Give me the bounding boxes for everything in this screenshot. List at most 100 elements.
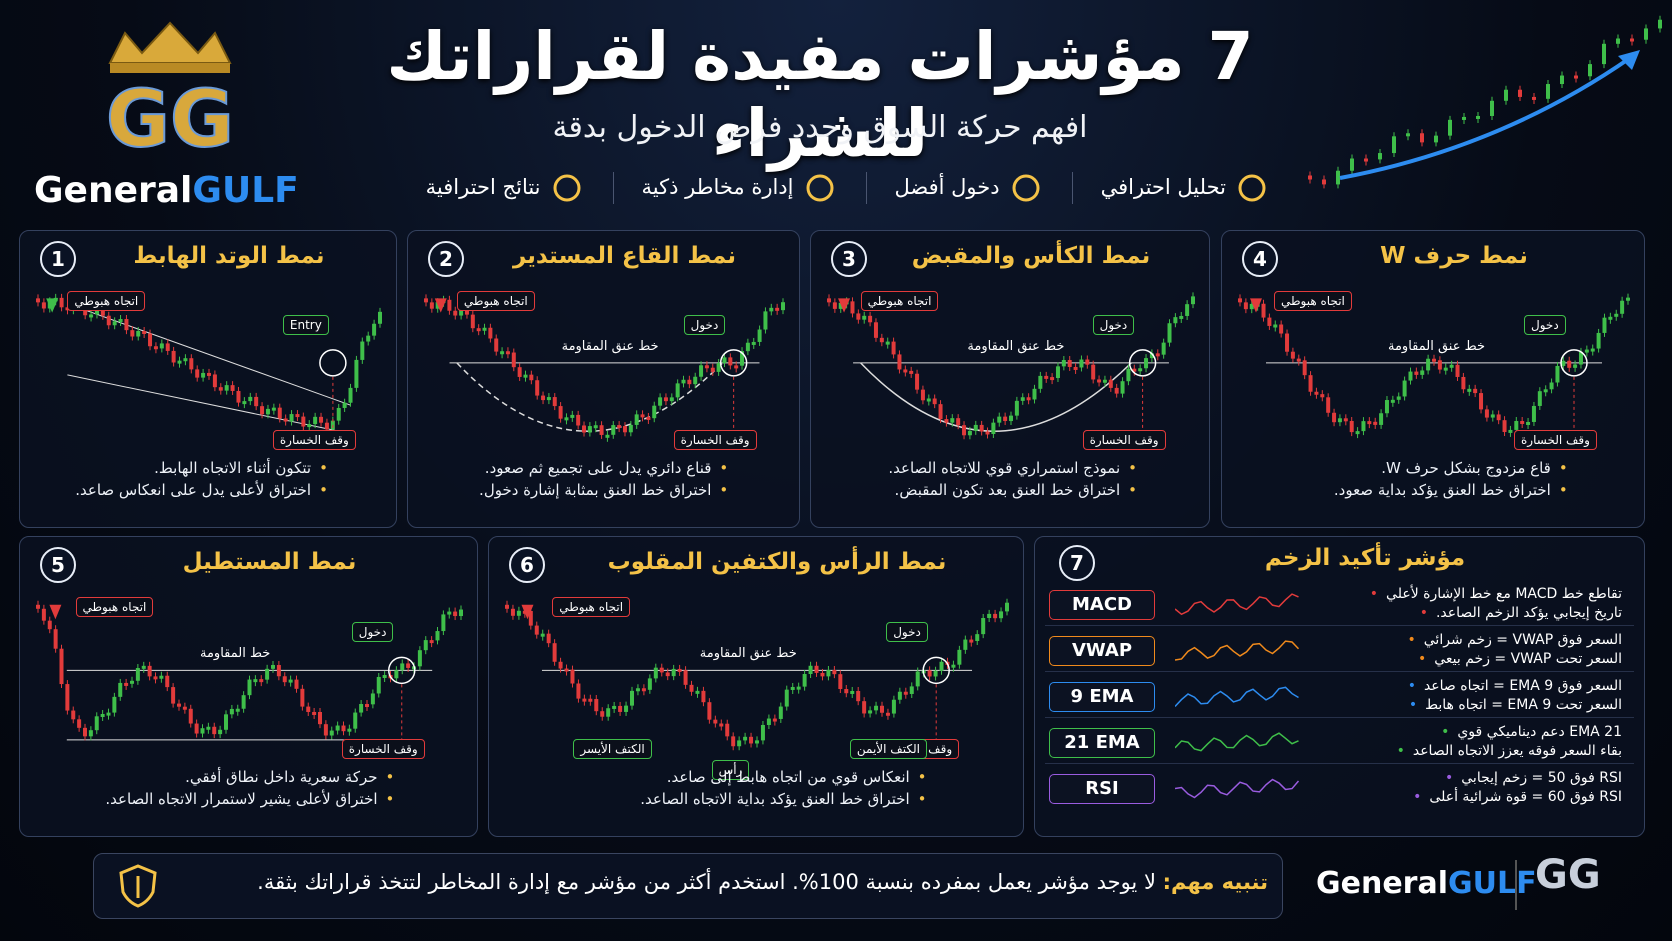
candle [716, 363, 721, 372]
candle [242, 401, 247, 405]
feature-icon [1012, 174, 1040, 202]
indicator-line-text: السعر فوق VWAP = زخم شرائي [1423, 632, 1622, 648]
candle [230, 385, 235, 391]
icon-ring [553, 174, 581, 202]
candle [1555, 365, 1560, 383]
candle [611, 425, 616, 435]
candle [1249, 303, 1254, 310]
candle [505, 351, 510, 355]
candle [1490, 414, 1495, 418]
candle [1390, 399, 1395, 403]
row-divider [1045, 717, 1634, 718]
candle [659, 667, 664, 673]
candle [1531, 405, 1536, 422]
card-title: نمط الرأس والكتفين المقلوب [607, 549, 947, 575]
candle [570, 414, 575, 418]
title: 7 مؤشرات مفيدة لقراراتك للشراء [386, 18, 1254, 172]
card-number: 3 [831, 241, 867, 277]
feature: دخول أفضل [865, 172, 1044, 204]
candle [59, 648, 64, 685]
candle [500, 351, 505, 355]
candle [1584, 349, 1589, 353]
candle [873, 322, 878, 338]
candle [318, 711, 322, 725]
candle [967, 430, 972, 436]
candle [65, 684, 70, 711]
candle [247, 679, 252, 696]
bullet: اختراق لأعلى يشير لاستمرار الاتجاه الصاع… [105, 790, 394, 808]
candle [335, 725, 340, 731]
candle [920, 389, 925, 401]
candle [1620, 300, 1625, 314]
candle [695, 690, 700, 694]
candle [360, 341, 365, 360]
candle [605, 434, 610, 438]
candle [647, 678, 652, 690]
candle [564, 668, 569, 672]
candle [200, 728, 205, 734]
indicator-line: RSI فوق 60 = قوة شرائية أعلى • [1413, 788, 1622, 807]
indicator-text: تقاطع خط MACD مع خط الإشارة لأعلي• تاريخ … [1370, 585, 1622, 623]
candle [999, 611, 1004, 619]
feature-icon [553, 174, 581, 202]
candle [265, 408, 270, 415]
candle [1614, 313, 1619, 317]
candle [997, 416, 1002, 423]
warning-box: تنبيه مهم: لا يوجد مؤشر يعمل بمفرده بنسب… [93, 853, 1283, 919]
entry-circle [1128, 349, 1157, 377]
indicator-sparkline [1175, 640, 1300, 661]
row-divider [1045, 671, 1634, 672]
candle [288, 679, 293, 683]
candle [177, 703, 181, 707]
candle [652, 405, 657, 419]
candle [1567, 360, 1572, 368]
candle [939, 661, 944, 671]
candle [89, 314, 94, 318]
candle [142, 330, 147, 334]
neck-label: خط عنق المقاومة [1388, 338, 1485, 354]
candle [354, 359, 359, 388]
candle [1537, 391, 1542, 406]
candle [378, 311, 382, 324]
candle [153, 676, 158, 680]
bullets: انعكاس قوي من اتجاه هابط إلى صاعد. اختراق… [640, 766, 926, 810]
candle [540, 633, 545, 637]
candle [630, 690, 634, 706]
indicator-sparkline [1175, 686, 1299, 707]
dot: • [1441, 724, 1450, 740]
candle [459, 609, 463, 617]
sparkline [1175, 732, 1299, 752]
candle [235, 708, 240, 712]
candle [951, 664, 956, 668]
candle [570, 669, 575, 684]
candle [283, 418, 288, 422]
candle [183, 358, 188, 362]
candle [453, 310, 458, 316]
indicator-name: 21 EMA [1049, 728, 1155, 758]
candle [464, 310, 469, 315]
indicator-line: تاريخ إيجابي يؤكد الزخم الصاعد. • [1370, 604, 1622, 623]
stop-label: وقف الخسارة [341, 738, 425, 759]
candle [1378, 153, 1382, 160]
candle [541, 395, 546, 401]
candle [725, 723, 730, 737]
candle [1408, 371, 1413, 381]
candle [808, 665, 813, 675]
candle [784, 689, 789, 707]
arrow-head [1618, 50, 1640, 70]
candle [1426, 358, 1431, 371]
candle [376, 676, 381, 694]
candle [482, 327, 487, 331]
entry-label: دخول [351, 622, 394, 643]
candle [1364, 158, 1368, 162]
candle [891, 341, 896, 355]
candle [370, 693, 375, 705]
candle [1490, 100, 1494, 116]
candle [850, 690, 855, 694]
candle [147, 665, 152, 677]
candle [546, 633, 551, 644]
candle [658, 397, 663, 406]
candle [897, 354, 902, 370]
candle [850, 301, 855, 314]
candle [1273, 324, 1278, 328]
